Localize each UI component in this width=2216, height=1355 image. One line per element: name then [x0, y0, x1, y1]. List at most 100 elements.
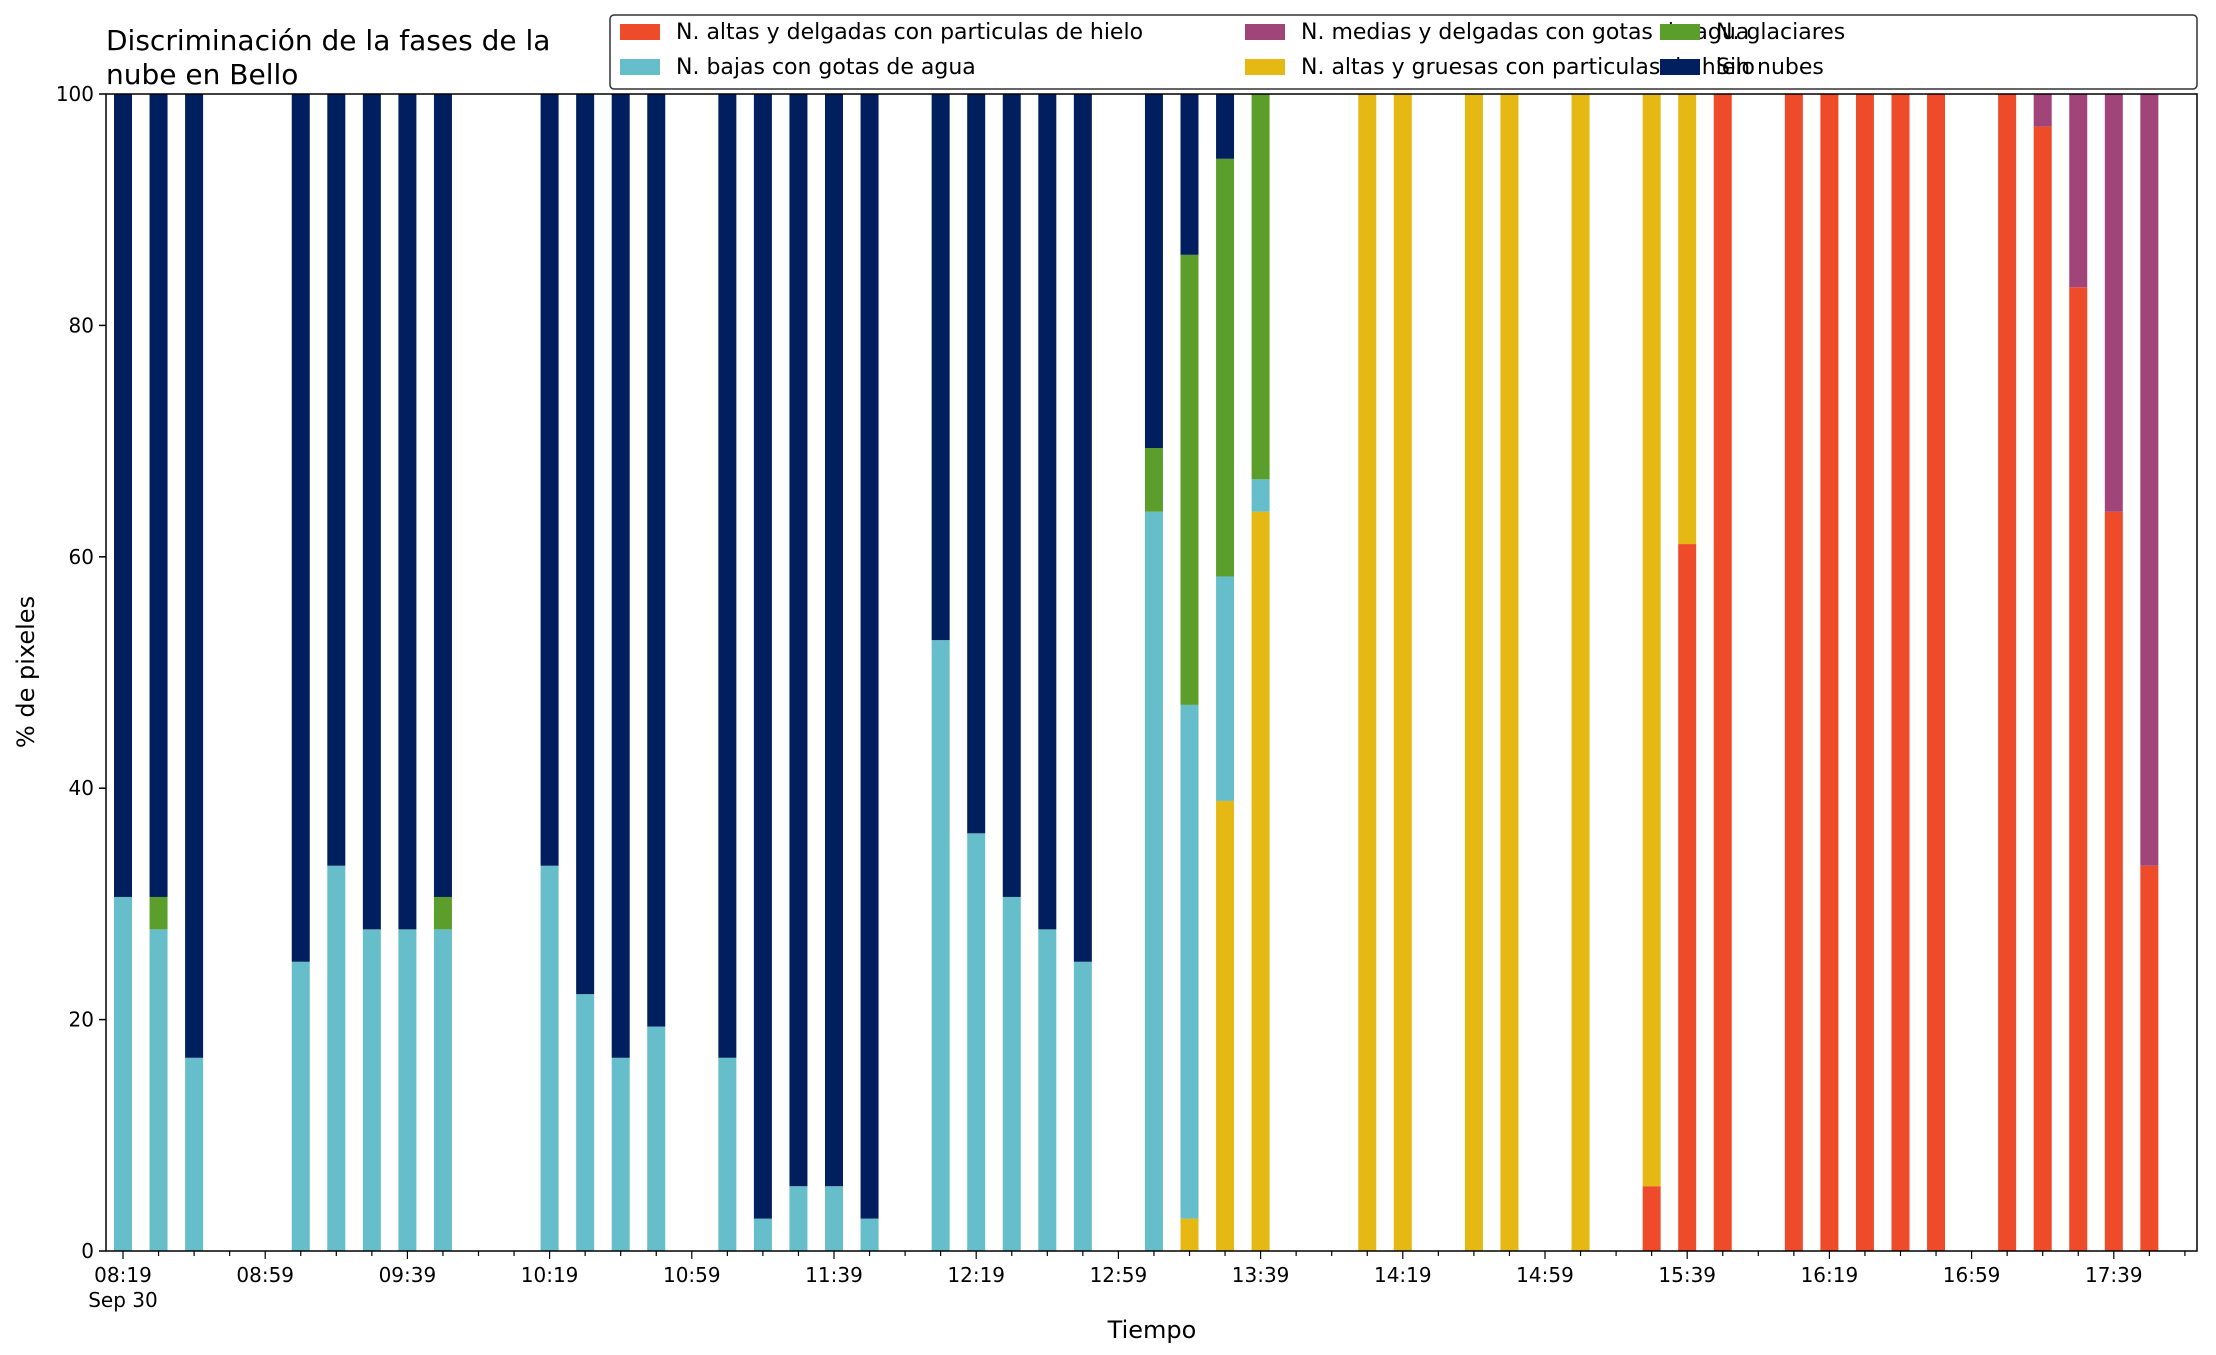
bar-segment-1729-n-altas-y-delgadas-con-particulas-de-hielo — [2069, 287, 2088, 1252]
legend: N. altas y delgadas con particulas de hi… — [609, 14, 2198, 90]
x-axis-label: Tiempo — [1107, 1316, 1197, 1344]
bar-segment-1419-n-altas-y-gruesas-con-particulas-de-hielo — [1393, 94, 1412, 1251]
bar-segment-1029-n-bajas-con-gotas-de-agua — [576, 994, 595, 1251]
bar-segment-1319-n-bajas-con-gotas-de-agua — [1180, 704, 1199, 1219]
x-tick-label: 08:59 — [236, 1263, 294, 1287]
bar-segment-0939-sin-nubes — [398, 94, 417, 930]
bar-segment-1329-n-glaciares — [1216, 158, 1235, 577]
bar-segment-1749-n-altas-y-delgadas-con-particulas-de-hielo — [2140, 865, 2159, 1251]
bar-segment-1619-n-altas-y-delgadas-con-particulas-de-hielo — [1820, 94, 1839, 1251]
y-tick-label: 20 — [69, 1008, 94, 1032]
bar-segment-1609-n-altas-y-delgadas-con-particulas-de-hielo — [1784, 94, 1803, 1251]
bar-segment-1239-n-bajas-con-gotas-de-agua — [1038, 929, 1057, 1251]
chart-title-line-2: nube en Bello — [106, 58, 298, 91]
x-tick-label: 11:39 — [805, 1263, 863, 1287]
bar-segment-1129-n-bajas-con-gotas-de-agua — [789, 1186, 808, 1251]
bar-segment-0829-sin-nubes — [149, 94, 168, 897]
y-tick-label: 100 — [56, 82, 94, 106]
bar-segment-1249-sin-nubes — [1073, 94, 1092, 962]
bar-segment-1029-sin-nubes — [576, 94, 595, 995]
bar-segment-1539-n-altas-y-delgadas-con-particulas-de-hielo — [1678, 544, 1697, 1251]
bar-segment-1529-n-altas-y-gruesas-con-particulas-de-hielo — [1642, 94, 1661, 1187]
legend-label-n-bajas-con-gotas-de-agua: N. bajas con gotas de agua — [676, 55, 976, 80]
x-tick-date-label: Sep 30 — [88, 1288, 158, 1312]
bar-segment-1629-n-altas-y-delgadas-con-particulas-de-hielo — [1855, 94, 1874, 1251]
bar-segment-1339-n-altas-y-gruesas-con-particulas-de-hielo — [1251, 511, 1270, 1251]
bar-segment-1739-n-altas-y-delgadas-con-particulas-de-hielo — [2104, 511, 2123, 1251]
bar-segment-1719-n-medias-y-delgadas-con-gotas-de-agua — [2033, 94, 2052, 127]
bar-segment-1119-sin-nubes — [753, 94, 772, 1219]
y-tick-label: 0 — [81, 1239, 94, 1263]
bar-segment-1129-sin-nubes — [789, 94, 808, 1187]
bar-segment-1249-n-bajas-con-gotas-de-agua — [1073, 961, 1092, 1251]
bar-segment-1149-n-bajas-con-gotas-de-agua — [860, 1218, 879, 1251]
bar-segment-1219-sin-nubes — [967, 94, 986, 834]
bar-segment-1319-sin-nubes — [1180, 94, 1199, 255]
bar-segment-0949-n-bajas-con-gotas-de-agua — [433, 929, 452, 1251]
bar-segment-0929-n-bajas-con-gotas-de-agua — [362, 929, 381, 1251]
x-tick-label: 16:59 — [1943, 1263, 2001, 1287]
bar-segment-1739-n-medias-y-delgadas-con-gotas-de-agua — [2104, 94, 2123, 512]
legend-swatch-sin-nubes — [1660, 59, 1700, 75]
bar-segment-1119-n-bajas-con-gotas-de-agua — [753, 1218, 772, 1251]
legend-label-sin-nubes: Sin nubes — [1716, 55, 1824, 80]
bar-segment-1039-n-bajas-con-gotas-de-agua — [611, 1057, 630, 1251]
x-tick-label: 10:19 — [521, 1263, 579, 1287]
bar-segment-1449-n-altas-y-gruesas-con-particulas-de-hielo — [1500, 94, 1519, 1251]
bar-segment-1309-n-glaciares — [1144, 448, 1163, 512]
bar-segment-1409-n-altas-y-gruesas-con-particulas-de-hielo — [1358, 94, 1377, 1251]
legend-label-n-glaciares: N. glaciares — [1716, 20, 1845, 45]
legend-swatch-n-bajas-con-gotas-de-agua — [620, 59, 660, 75]
bar-segment-1749-n-medias-y-delgadas-con-gotas-de-agua — [2140, 94, 2159, 866]
x-tick-label: 17:39 — [2085, 1263, 2143, 1287]
bar-segment-0909-sin-nubes — [291, 94, 310, 962]
y-tick-label: 60 — [69, 545, 94, 569]
bar-segment-1109-sin-nubes — [718, 94, 737, 1058]
x-tick-label: 09:39 — [379, 1263, 437, 1287]
bar-segment-1319-n-glaciares — [1180, 254, 1199, 705]
bar-segment-1049-sin-nubes — [647, 94, 666, 1027]
bar-segment-0939-n-bajas-con-gotas-de-agua — [398, 929, 417, 1251]
bar-segment-0839-n-bajas-con-gotas-de-agua — [185, 1057, 204, 1251]
bar-segment-1049-n-bajas-con-gotas-de-agua — [647, 1026, 666, 1251]
x-tick-label: 13:39 — [1232, 1263, 1290, 1287]
y-tick-label: 80 — [69, 313, 94, 337]
bar-segment-1019-n-bajas-con-gotas-de-agua — [540, 865, 559, 1251]
x-tick-label: 12:59 — [1090, 1263, 1148, 1287]
y-axis-label: % de pixeles — [12, 596, 40, 748]
bar-segment-1239-sin-nubes — [1038, 94, 1057, 930]
x-tick-label: 10:59 — [663, 1263, 721, 1287]
bar-segment-1019-sin-nubes — [540, 94, 559, 866]
x-tick-label: 12:19 — [947, 1263, 1005, 1287]
legend-frame — [609, 14, 2198, 90]
bar-segment-0909-n-bajas-con-gotas-de-agua — [291, 961, 310, 1251]
bar-segment-1649-n-altas-y-delgadas-con-particulas-de-hielo — [1927, 94, 1946, 1251]
bar-segment-1639-n-altas-y-delgadas-con-particulas-de-hielo — [1891, 94, 1910, 1251]
bar-segment-1719-n-altas-y-delgadas-con-particulas-de-hielo — [2033, 126, 2052, 1251]
bar-segment-1729-n-medias-y-delgadas-con-gotas-de-agua — [2069, 94, 2088, 288]
legend-swatch-n-glaciares — [1660, 24, 1700, 40]
bar-segment-1219-n-bajas-con-gotas-de-agua — [967, 833, 986, 1251]
bar-segment-0949-sin-nubes — [433, 94, 452, 897]
bar-segment-1339-n-bajas-con-gotas-de-agua — [1251, 479, 1270, 512]
bars-layer — [114, 94, 2159, 1252]
bar-segment-1229-n-bajas-con-gotas-de-agua — [1002, 896, 1021, 1251]
bar-segment-1309-sin-nubes — [1144, 94, 1163, 449]
bar-segment-1339-n-glaciares — [1251, 94, 1270, 480]
x-tick-label: 16:19 — [1801, 1263, 1859, 1287]
bar-segment-1709-n-altas-y-delgadas-con-particulas-de-hielo — [1998, 94, 2017, 1251]
x-tick-label: 14:59 — [1516, 1263, 1574, 1287]
bar-segment-0819-n-bajas-con-gotas-de-agua — [114, 896, 132, 1251]
bar-segment-0829-n-bajas-con-gotas-de-agua — [149, 929, 168, 1251]
bar-segment-1149-sin-nubes — [860, 94, 879, 1219]
legend-swatch-n-altas-y-delgadas-con-particulas-de-hielo — [620, 24, 660, 40]
bar-segment-1139-n-bajas-con-gotas-de-agua — [825, 1186, 843, 1251]
bar-segment-1329-sin-nubes — [1216, 94, 1235, 159]
bar-segment-1229-sin-nubes — [1002, 94, 1021, 897]
bar-segment-0919-n-bajas-con-gotas-de-agua — [327, 865, 346, 1251]
bar-segment-1039-sin-nubes — [611, 94, 630, 1058]
bar-segment-0929-sin-nubes — [362, 94, 381, 930]
